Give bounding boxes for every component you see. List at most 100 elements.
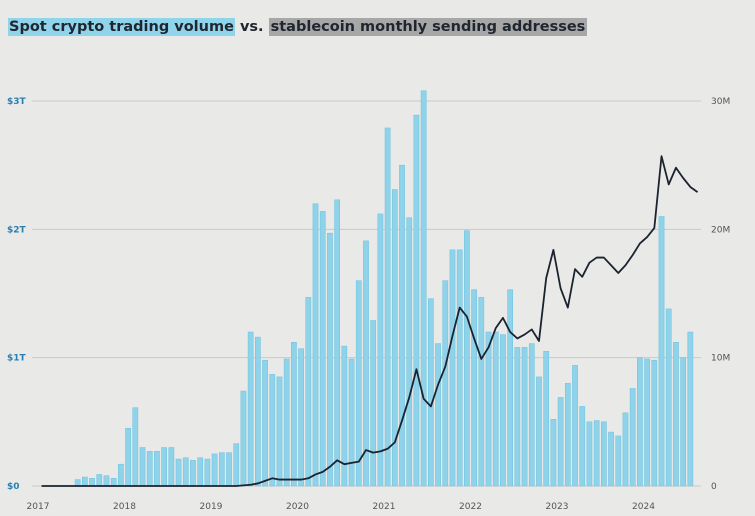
y-right-tick-label: 10M — [711, 354, 730, 364]
x-tick-label: 2021 — [373, 502, 396, 512]
bar — [658, 216, 665, 487]
x-tick-label: 2018 — [113, 502, 136, 512]
bar — [492, 331, 499, 487]
bar — [154, 451, 160, 487]
bar — [536, 376, 542, 487]
bar — [514, 347, 521, 487]
y-right-tick-label: 0 — [711, 482, 717, 492]
bar — [175, 458, 182, 487]
bar — [233, 443, 240, 487]
y-left-tick-label: $3T — [7, 97, 27, 107]
bar — [276, 376, 283, 487]
bar — [399, 164, 405, 487]
bar — [82, 476, 88, 487]
bar — [139, 447, 146, 487]
bar — [456, 249, 463, 487]
bar — [665, 308, 672, 487]
bar — [564, 383, 571, 487]
bar — [550, 419, 557, 487]
bar — [89, 478, 95, 487]
bar — [103, 475, 110, 487]
bar — [622, 412, 629, 487]
bar — [478, 297, 485, 487]
bar — [240, 390, 247, 487]
y-left-tick-label: $2T — [7, 225, 27, 235]
bar — [428, 298, 434, 487]
bar — [528, 343, 535, 487]
bar — [629, 388, 636, 487]
bar — [96, 474, 103, 487]
x-tick-label: 2017 — [27, 502, 50, 512]
bar — [363, 240, 369, 487]
bar — [637, 357, 643, 487]
bar — [413, 114, 420, 487]
bar — [377, 213, 384, 487]
bar — [355, 280, 362, 487]
y-left-tick-label: $1T — [7, 354, 27, 364]
bar — [327, 232, 333, 487]
title-part2: stablecoin monthly sending addresses — [268, 18, 588, 36]
bar — [182, 457, 189, 487]
bar — [341, 345, 348, 487]
bar — [319, 211, 326, 487]
x-tick-label: 2023 — [546, 502, 569, 512]
bar — [211, 453, 218, 487]
line-series-addresses — [41, 155, 699, 487]
bar — [312, 203, 319, 487]
bar — [204, 458, 211, 487]
bar — [218, 452, 225, 487]
bar — [442, 280, 449, 487]
bar — [507, 289, 513, 487]
bar — [247, 331, 254, 487]
bar — [593, 420, 600, 487]
x-tick-label: 2020 — [286, 502, 309, 512]
bar — [74, 479, 81, 487]
title-connector: vs. — [239, 19, 264, 35]
bar — [608, 431, 614, 487]
bar — [255, 336, 261, 487]
bar — [464, 230, 470, 487]
bar — [197, 457, 204, 487]
chart-title: Spot crypto trading volume vs. stablecoi… — [8, 18, 588, 36]
bar — [226, 452, 232, 487]
bar — [557, 397, 564, 487]
y-right-tick-label: 30M — [711, 97, 730, 107]
bar — [687, 331, 694, 487]
bar — [125, 428, 131, 487]
bar — [283, 358, 290, 487]
bar — [644, 358, 650, 487]
bar — [298, 348, 304, 487]
bar — [572, 365, 578, 487]
bar — [673, 342, 679, 487]
y-left-tick-label: $0 — [7, 482, 20, 492]
bar — [168, 447, 175, 487]
bar — [586, 421, 593, 487]
x-tick-label: 2024 — [632, 502, 655, 512]
bar — [521, 347, 528, 487]
bar — [471, 289, 477, 487]
bar — [262, 359, 268, 487]
bar — [305, 297, 312, 487]
bar — [680, 357, 686, 487]
bar — [146, 451, 153, 487]
title-part1: Spot crypto trading volume — [8, 18, 235, 36]
bar — [190, 460, 196, 487]
bar — [118, 463, 124, 487]
bar — [601, 421, 607, 487]
bar — [348, 358, 355, 487]
bar — [449, 249, 456, 487]
bar — [485, 331, 492, 487]
y-right-tick-label: 20M — [711, 225, 730, 235]
bar — [334, 199, 340, 487]
bar — [161, 447, 167, 487]
bar — [579, 406, 586, 487]
bar — [110, 478, 117, 487]
bar — [420, 90, 427, 487]
bar — [391, 189, 398, 487]
bar — [500, 334, 506, 487]
bar — [269, 374, 276, 487]
bar — [384, 127, 391, 487]
x-tick-label: 2022 — [459, 502, 482, 512]
